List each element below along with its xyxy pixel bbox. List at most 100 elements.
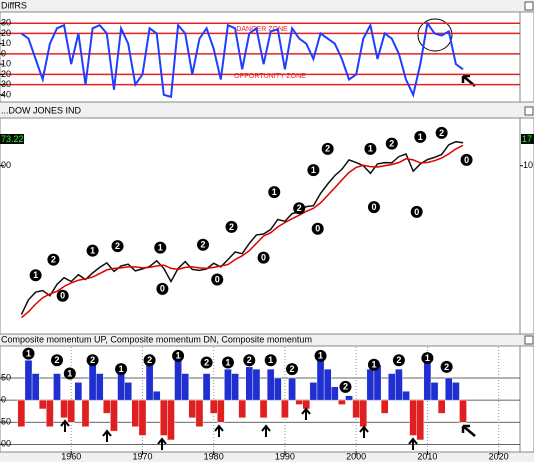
y-tick-label: 10	[1, 38, 11, 48]
marker	[115, 363, 128, 376]
bar	[266, 368, 275, 401]
arrow	[461, 424, 476, 437]
bar	[288, 377, 296, 401]
y-tick-label: 0	[1, 394, 6, 404]
marker	[392, 354, 405, 367]
marker-label: 1	[418, 132, 423, 142]
bar	[309, 382, 318, 401]
bar	[152, 391, 161, 401]
x-tick-label: 2010	[417, 451, 437, 461]
bar	[302, 399, 311, 410]
bar	[181, 373, 189, 401]
bar	[252, 368, 261, 401]
marker-label: 2	[90, 355, 95, 365]
marker	[225, 220, 238, 233]
marker	[286, 363, 299, 376]
marker-label: 1	[272, 187, 277, 197]
y-tick-label: 30	[1, 79, 11, 89]
bar	[316, 360, 325, 401]
marker-label: 0	[60, 291, 65, 301]
marker	[63, 367, 76, 380]
bar	[245, 366, 254, 401]
bar	[103, 399, 111, 414]
marker	[421, 352, 434, 365]
marker-label: 1	[176, 351, 181, 361]
marker	[293, 202, 306, 215]
marker-label: 2	[54, 355, 59, 365]
bar	[459, 399, 467, 423]
marker-label: 0	[414, 207, 419, 217]
right-axis-3	[519, 345, 534, 453]
marker-label: 0	[261, 253, 266, 263]
marker	[435, 126, 448, 139]
marker	[440, 360, 453, 373]
marker-label: 1	[425, 353, 430, 363]
bar	[445, 377, 453, 401]
bar	[38, 399, 47, 410]
marker-label: 1	[90, 246, 95, 256]
panel-2	[0, 117, 521, 335]
x-tick-label: 1960	[61, 451, 81, 461]
marker-label: 0	[371, 202, 376, 212]
bar	[174, 360, 182, 401]
bar	[217, 399, 225, 423]
y-tick-label: 00	[1, 160, 11, 170]
marker	[111, 240, 124, 253]
value-box	[0, 134, 24, 144]
bar	[281, 399, 289, 419]
bar	[331, 386, 339, 401]
value-box	[521, 134, 534, 144]
marker	[460, 153, 473, 166]
bar	[380, 399, 389, 414]
marker	[50, 354, 63, 367]
y-tick-label: 10	[1, 59, 11, 69]
marker	[143, 354, 156, 367]
marker-label: 0	[464, 155, 469, 165]
bar	[110, 399, 118, 432]
bar	[74, 382, 83, 401]
bar	[17, 399, 26, 427]
bar	[81, 399, 90, 427]
marker-label: 2	[389, 139, 394, 149]
bar	[95, 373, 104, 401]
marker	[154, 241, 167, 254]
bar	[388, 373, 396, 401]
marker	[257, 251, 270, 264]
marker-label: 2	[201, 240, 206, 250]
marker-label: 2	[290, 364, 295, 374]
series-line	[20, 140, 464, 315]
annotation: DANGER ZONE	[236, 26, 288, 33]
y-tick-label: 00	[1, 439, 11, 449]
bar	[359, 399, 368, 427]
bar	[437, 399, 446, 414]
marker-label: 1	[318, 351, 323, 361]
marker	[311, 222, 324, 235]
marker	[339, 380, 352, 393]
bar	[60, 399, 68, 419]
bar	[188, 399, 197, 419]
window-button[interactable]	[524, 1, 534, 11]
bar	[395, 368, 403, 401]
y-tick-label: 30	[1, 18, 11, 28]
marker	[314, 349, 327, 362]
bar	[88, 364, 97, 401]
window-button[interactable]	[524, 335, 534, 345]
x-tick-label: 2000	[346, 451, 366, 461]
highlight-ellipse	[417, 18, 453, 52]
value-box-label: 17	[522, 134, 532, 144]
bar	[224, 368, 232, 401]
marker-label: 2	[229, 222, 234, 232]
marker-label: 2	[396, 355, 401, 365]
marker-label: 1	[225, 357, 230, 367]
marker-label: 1	[26, 349, 31, 359]
marker-label: 0	[160, 284, 165, 294]
marker	[29, 269, 42, 282]
annotation: OPPORTUNITY ZONE	[234, 73, 306, 80]
marker-label: 1	[371, 360, 376, 370]
marker-label: 2	[343, 382, 348, 392]
panel-title: DiffRS	[1, 0, 27, 10]
bar	[423, 360, 432, 401]
bar	[274, 377, 282, 401]
window-button[interactable]	[524, 106, 534, 116]
